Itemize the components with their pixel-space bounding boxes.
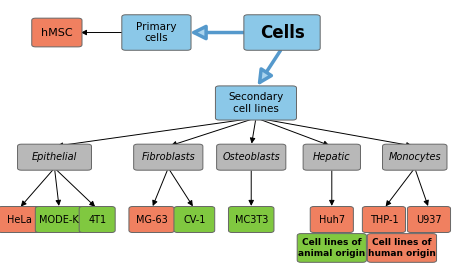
Text: Osteoblasts: Osteoblasts: [222, 152, 280, 162]
FancyBboxPatch shape: [363, 207, 405, 233]
FancyBboxPatch shape: [383, 144, 447, 170]
Text: Primary
cells: Primary cells: [136, 22, 177, 43]
FancyBboxPatch shape: [35, 207, 83, 233]
FancyBboxPatch shape: [367, 234, 437, 262]
Text: CV-1: CV-1: [183, 215, 206, 224]
FancyBboxPatch shape: [244, 15, 320, 50]
Text: Monocytes: Monocytes: [388, 152, 441, 162]
FancyBboxPatch shape: [407, 207, 450, 233]
FancyBboxPatch shape: [129, 207, 174, 233]
FancyBboxPatch shape: [134, 144, 203, 170]
FancyBboxPatch shape: [174, 207, 215, 233]
Text: MODE-K: MODE-K: [39, 215, 79, 224]
FancyBboxPatch shape: [217, 144, 286, 170]
Text: U937: U937: [416, 215, 442, 224]
Text: HeLa: HeLa: [7, 215, 31, 224]
FancyBboxPatch shape: [122, 15, 191, 50]
FancyBboxPatch shape: [32, 18, 82, 47]
Text: Huh7: Huh7: [319, 215, 345, 224]
Text: Hepatic: Hepatic: [313, 152, 351, 162]
Text: 4T1: 4T1: [88, 215, 106, 224]
Text: THP-1: THP-1: [370, 215, 398, 224]
Text: Fibroblasts: Fibroblasts: [141, 152, 195, 162]
Text: MG-63: MG-63: [136, 215, 167, 224]
FancyBboxPatch shape: [0, 207, 40, 233]
Text: Cell lines of
human origin: Cell lines of human origin: [368, 238, 436, 258]
Text: Secondary
cell lines: Secondary cell lines: [228, 92, 283, 114]
FancyBboxPatch shape: [228, 207, 274, 233]
Text: Cell lines of
animal origin: Cell lines of animal origin: [298, 238, 365, 258]
Text: hMSC: hMSC: [41, 28, 73, 37]
Text: Cells: Cells: [260, 24, 304, 41]
Text: MC3T3: MC3T3: [235, 215, 268, 224]
FancyBboxPatch shape: [303, 144, 360, 170]
FancyBboxPatch shape: [215, 86, 296, 120]
Text: Epithelial: Epithelial: [32, 152, 77, 162]
FancyBboxPatch shape: [310, 207, 353, 233]
FancyBboxPatch shape: [79, 207, 115, 233]
FancyBboxPatch shape: [297, 234, 366, 262]
FancyBboxPatch shape: [18, 144, 91, 170]
